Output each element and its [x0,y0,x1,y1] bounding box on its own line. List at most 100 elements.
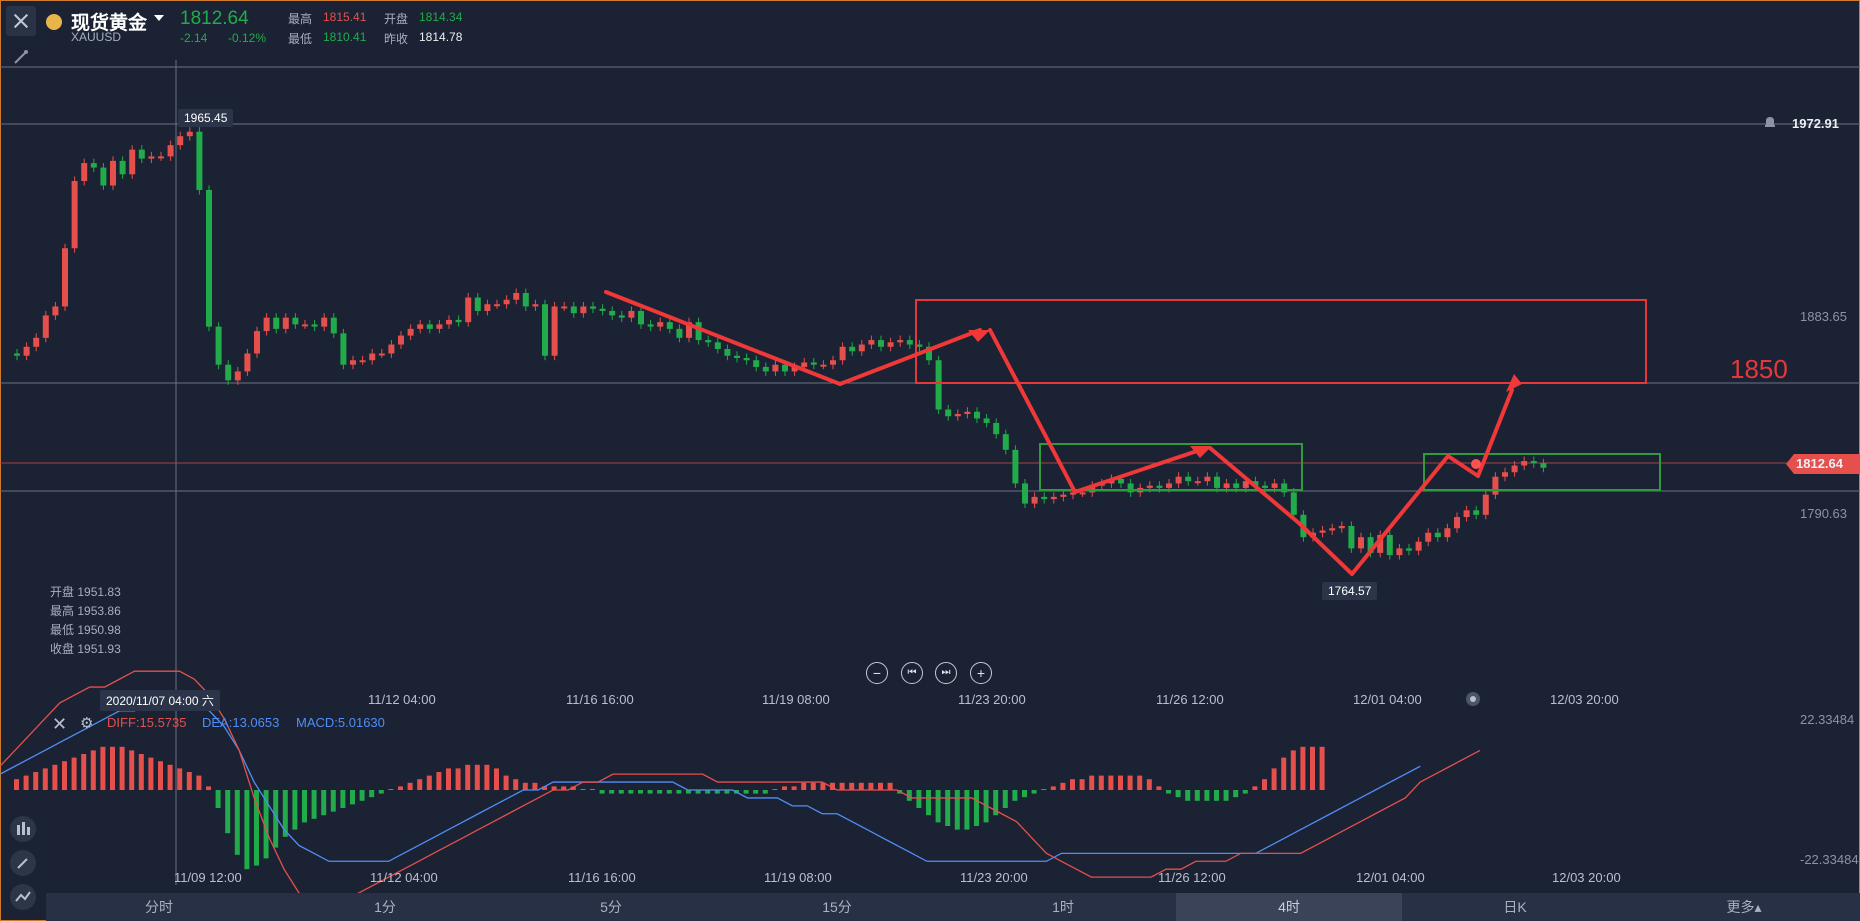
macd-bar [1290,750,1296,790]
macd-bar [801,782,807,790]
arrow-head [1190,446,1212,458]
price-level-label: 1790.63 [1800,506,1847,521]
scroll-end-button[interactable]: ⏭ [935,662,957,684]
candle [215,326,222,365]
candle [666,322,673,329]
candle [1262,485,1268,488]
close-indicator-icon[interactable]: ✕ [52,714,68,734]
line-chart-tool-icon[interactable] [10,884,36,910]
candle [647,324,654,327]
time-axis-label: 11/12 04:00 [368,692,436,707]
candle [436,324,443,329]
drawing-tool-icon[interactable] [6,42,36,72]
candle [1396,548,1403,556]
trend-arrow [1073,448,1202,494]
candle [330,317,337,334]
candle [724,349,731,356]
timeframe-tab[interactable]: 15分 [822,899,852,915]
candle [753,360,760,367]
candle [42,315,49,338]
trend-arrow [838,328,982,386]
scroll-start-button[interactable]: ⏮ [901,662,923,684]
macd-bar [350,790,355,805]
candle [177,136,184,146]
timeframe-tab[interactable]: 1分 [374,899,396,915]
macd-bar [407,782,413,790]
macd-bar [513,779,519,790]
macd-bar [474,764,480,790]
candle [388,344,395,354]
pen-tool-icon[interactable] [10,850,36,876]
timeframe-tab[interactable]: 5分 [600,899,622,915]
macd-bar [1319,746,1325,790]
macd-bar [494,768,499,790]
candle [801,362,808,367]
macd-bar [1233,790,1239,798]
candle [350,360,356,365]
trend-arrow [1208,446,1302,526]
macd-bar [599,790,605,794]
candle [830,360,836,365]
trend-arrows[interactable] [604,290,1514,576]
candle [1502,472,1508,477]
macd-bar [206,786,211,790]
macd-bar [359,790,365,801]
candle [1290,492,1297,515]
ohlc-readout: 开盘 1951.83 最高 1953.86 最低 1950.98 收盘 1951… [50,583,121,657]
consolidation-box-1[interactable] [1039,443,1303,491]
realtime-indicator-icon[interactable] [1466,692,1480,706]
macd-bar [81,754,87,790]
candle [129,149,136,175]
trend-arrow [1350,454,1450,576]
macd-group [0,670,1481,902]
open-value: 1814.34 [419,10,463,24]
macd-bar [1281,757,1287,790]
macd-bar [234,790,240,855]
symbol-name[interactable]: 现货黄金 [71,13,148,34]
candle [503,299,510,305]
candle [570,306,577,314]
indicator-settings-icon[interactable]: ⚙ [80,715,94,732]
macd-bar [484,764,490,790]
macd-bar [340,790,346,808]
zoom-in-button[interactable]: + [970,662,992,684]
macd-bar [666,790,672,794]
macd-bar [580,789,586,790]
consolidation-box-2[interactable] [1423,453,1661,491]
timeframe-tab[interactable]: 1时 [1052,899,1074,915]
macd-bar [426,775,432,790]
indicator-tool-icon[interactable] [10,816,36,842]
close-icon[interactable] [6,6,36,36]
candle [618,315,625,318]
timeframe-tab-active[interactable]: 4时 [1176,893,1402,921]
macd-bar [791,786,797,790]
candle [762,366,769,372]
candle [916,344,923,347]
high-label: 最高 [288,12,313,26]
macd-bar [90,750,96,790]
candle [23,346,30,356]
candle [1060,494,1067,497]
macd-axis-bottom: -22.33484 [1800,852,1859,867]
macd-time-label: 12/03 20:00 [1552,870,1621,885]
candle [1050,496,1057,500]
macd-bar [1214,790,1219,801]
low-label: 最低 [288,32,313,46]
macd-bar [1166,790,1171,794]
candle [33,337,40,347]
candle [782,364,788,372]
macd-bar [1185,790,1191,801]
time-axis-label: 12/01 04:00 [1353,692,1422,707]
alert-bell-icon[interactable] [1763,115,1777,129]
candle [263,317,270,332]
symbol-dropdown-icon[interactable] [154,15,164,21]
timeframe-tab-more[interactable]: 更多▴ [1726,899,1762,915]
macd-bar [714,790,720,794]
macd-time-label: 12/01 04:00 [1356,870,1425,885]
timeframe-tab[interactable]: 日K [1503,899,1527,915]
timeframe-tab[interactable]: 分时 [145,899,173,915]
resistance-box[interactable] [915,299,1647,384]
zoom-out-button[interactable]: − [866,662,888,684]
crosshair-price-tag: 1965.45 [178,109,234,127]
